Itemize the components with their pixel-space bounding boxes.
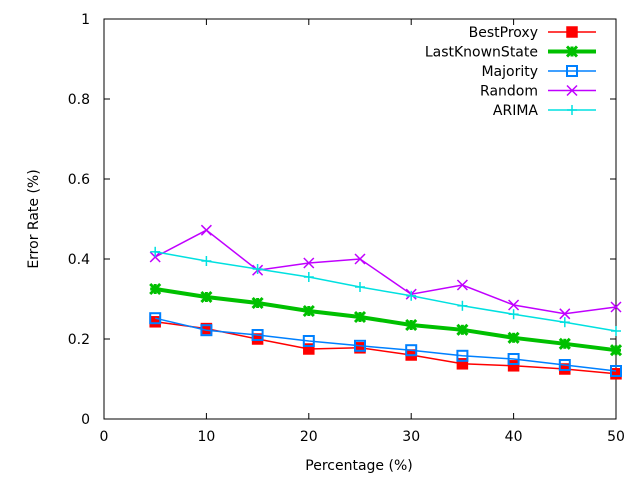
legend-marker [566, 26, 578, 38]
y-tick-label: 0.8 [68, 92, 90, 108]
data-point-majority [610, 365, 622, 377]
series-line-majority [155, 317, 617, 372]
data-point-arima [201, 256, 212, 266]
legend-item-bestproxy: BestProxy [469, 25, 596, 41]
legend-label: Majority [481, 64, 538, 80]
data-point-random [610, 301, 622, 313]
data-point-arima [303, 272, 314, 282]
data-point-lastknownstate [251, 296, 264, 310]
data-point-arima [508, 309, 519, 320]
x-tick-label: 0 [100, 429, 109, 445]
data-point-majority [200, 324, 213, 337]
y-tick-label: 1 [81, 12, 90, 28]
data-point-lastknownstate [405, 318, 418, 332]
x-axis-label: Percentage (%) [305, 458, 412, 474]
x-tick-label: 40 [505, 429, 523, 445]
data-point-lastknownstate [456, 323, 469, 336]
legend-marker [565, 45, 579, 58]
x-tick-label: 50 [607, 429, 625, 445]
legend-marker [567, 105, 577, 115]
series-line-arima [155, 251, 617, 332]
data-point-arima [406, 290, 417, 301]
data-point-arima [611, 326, 621, 336]
legend-label: Random [480, 84, 538, 100]
data-point-majority [251, 329, 264, 341]
data-point-majority [149, 312, 162, 325]
series-line-random [154, 229, 617, 315]
legend-marker [566, 65, 578, 77]
series-majority [149, 312, 622, 377]
legend-item-majority: Majority [481, 64, 596, 80]
data-point-arima [150, 246, 161, 257]
data-point-lastknownstate [200, 290, 213, 304]
series-random [149, 224, 622, 320]
x-tick-label: 20 [300, 429, 318, 445]
data-point-bestproxy [456, 358, 469, 370]
x-tick-label: 10 [197, 429, 215, 445]
data-point-majority [405, 344, 418, 357]
data-point-random [200, 224, 212, 236]
x-tick-label: 30 [402, 429, 420, 445]
series-arima [150, 246, 621, 336]
legend-item-lastknownstate: LastKnownState [425, 45, 596, 61]
data-point-random [149, 251, 161, 263]
data-point-lastknownstate [302, 304, 315, 318]
series-line-bestproxy [155, 321, 617, 375]
y-axis-label: Error Rate (%) [26, 169, 42, 268]
series-lastknownstate [149, 282, 623, 357]
legend-item-random: Random [480, 84, 596, 100]
y-tick-label: 0 [81, 412, 90, 428]
y-tick-label: 0.2 [68, 332, 90, 348]
legend-label: LastKnownState [425, 45, 538, 61]
data-point-lastknownstate [609, 344, 623, 357]
data-point-arima [559, 317, 570, 328]
data-point-random [354, 253, 366, 265]
data-point-arima [252, 264, 263, 274]
data-point-bestproxy [303, 343, 315, 355]
data-point-arima [355, 282, 365, 292]
data-point-majority [558, 359, 571, 371]
series-line-lastknownstate [154, 287, 617, 353]
data-point-majority [302, 335, 315, 347]
legend: BestProxy LastKnownState Majority Random ARI… [425, 25, 596, 119]
data-point-random [456, 279, 468, 291]
legend-item-arima: ARIMA [493, 103, 596, 119]
y-tick-label: 0.6 [68, 172, 90, 188]
data-point-majority [507, 353, 520, 365]
data-point-lastknownstate [149, 282, 162, 296]
data-point-lastknownstate [558, 337, 571, 350]
data-point-lastknownstate [507, 331, 520, 344]
legend-marker [566, 84, 578, 97]
plot-border [103, 18, 617, 420]
legend-label: ARIMA [493, 103, 539, 119]
data-point-majority [456, 349, 469, 362]
data-point-arima [457, 300, 468, 311]
data-point-lastknownstate [353, 310, 367, 324]
y-tick-label: 0.4 [68, 252, 90, 268]
data-point-random [508, 299, 520, 311]
data-point-random [559, 308, 571, 320]
data-point-majority [354, 339, 366, 352]
data-point-random [303, 257, 315, 269]
data-point-bestproxy [507, 360, 520, 372]
legend-label: BestProxy [469, 25, 538, 41]
